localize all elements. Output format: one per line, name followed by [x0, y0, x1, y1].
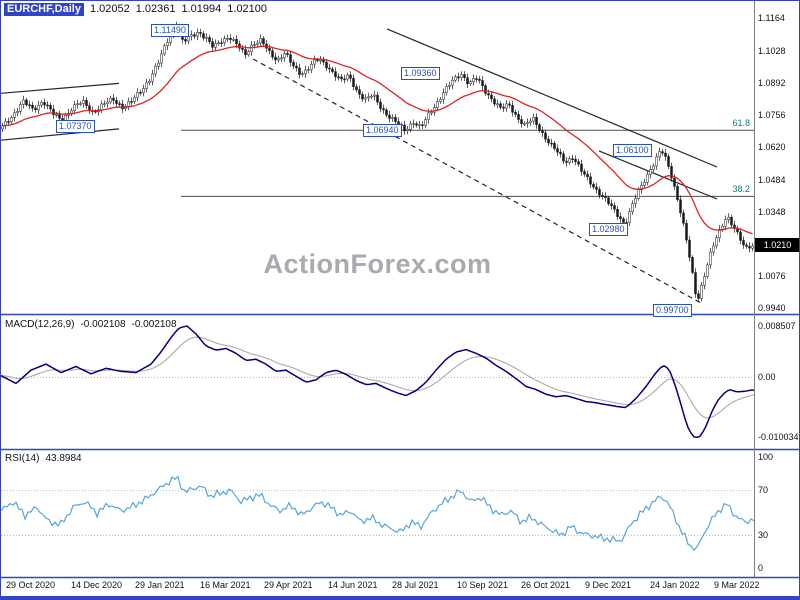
price-axis-tick: 1.0892	[758, 77, 786, 88]
date-axis-label: 14 Dec 2020	[71, 580, 123, 590]
date-axis-label: 24 Jan 2022	[650, 580, 700, 590]
symbol-period-label: EURCHF,Daily	[4, 3, 84, 16]
watermark: ActionForex.com	[263, 249, 492, 279]
macd-axis-tick: 0.00	[758, 371, 776, 382]
current-price-box: 1.0210	[755, 237, 799, 252]
macd-axis-tick: -0.010034	[758, 432, 799, 443]
price-axis-tick: 0.9940	[758, 303, 786, 314]
price-annotation-high: 1.11490	[151, 24, 189, 38]
price-axis-tick: 1.0076	[758, 271, 786, 282]
price-annotation: 1.02980	[589, 223, 628, 237]
date-axis-label: 26 Oct 2021	[521, 580, 571, 590]
date-axis-label: 29 Oct 2020	[6, 580, 56, 590]
price-axis-tick: 1.0348	[758, 206, 786, 217]
date-axis-label: 10 Sep 2021	[457, 580, 509, 590]
date-axis-label: 9 Mar 2022	[714, 580, 760, 590]
macd-signal-value: -0.002108	[131, 319, 177, 330]
quote-close: 1.02100	[227, 3, 268, 15]
quote-high: 1.02361	[135, 3, 176, 15]
price-annotation: 1.06940	[363, 124, 402, 138]
macd-name: MACD(12,26,9)	[5, 319, 75, 330]
price-axis-tick: 1.0620	[758, 142, 786, 153]
price-annotation-low: 0.99700	[653, 303, 692, 317]
quote-low: 1.01994	[181, 3, 222, 15]
price-annotation: 1.07370	[56, 120, 95, 134]
quote-open: 1.02052	[89, 3, 130, 15]
fib-level-618: 61.8	[732, 118, 750, 129]
date-axis-label: 9 Dec 2021	[585, 580, 632, 590]
rsi-axis-tick: 30	[758, 529, 769, 540]
rsi-axis-tick: 0	[758, 563, 764, 574]
rsi-indicator-label: RSI(14) 43.8984	[5, 453, 82, 464]
date-axis-label: 28 Jul 2021	[392, 580, 439, 590]
chart-header: EURCHF,Daily 1.02052 1.02361 1.01994 1.02100	[4, 3, 268, 16]
date-axis-label: 29 Apr 2021	[264, 580, 313, 590]
price-axis-tick: 1.0756	[758, 110, 786, 121]
date-axis-label: 29 Jan 2021	[135, 580, 185, 590]
rsi-axis-tick: 100	[758, 451, 774, 462]
macd-axis-tick: 0.008507	[758, 320, 796, 331]
fib-level-382: 38.2	[732, 184, 750, 195]
price-axis-tick: 1.1164	[758, 13, 785, 24]
price-axis-tick: 1.1028	[758, 45, 786, 56]
date-axis-label: 16 Mar 2021	[200, 580, 251, 590]
macd-indicator-label: MACD(12,26,9) -0.002108 -0.002108	[5, 319, 177, 330]
price-axis-tick: 1.0484	[758, 174, 786, 185]
price-annotation: 1.09360	[401, 66, 440, 80]
macd-current-value: -0.002108	[80, 319, 126, 330]
rsi-name: RSI(14)	[5, 453, 40, 464]
rsi-current-value: 43.8984	[45, 453, 82, 464]
price-annotation: 1.06100	[613, 144, 652, 158]
rsi-axis-tick: 70	[758, 485, 769, 496]
date-axis-label: 14 Jun 2021	[328, 580, 378, 590]
